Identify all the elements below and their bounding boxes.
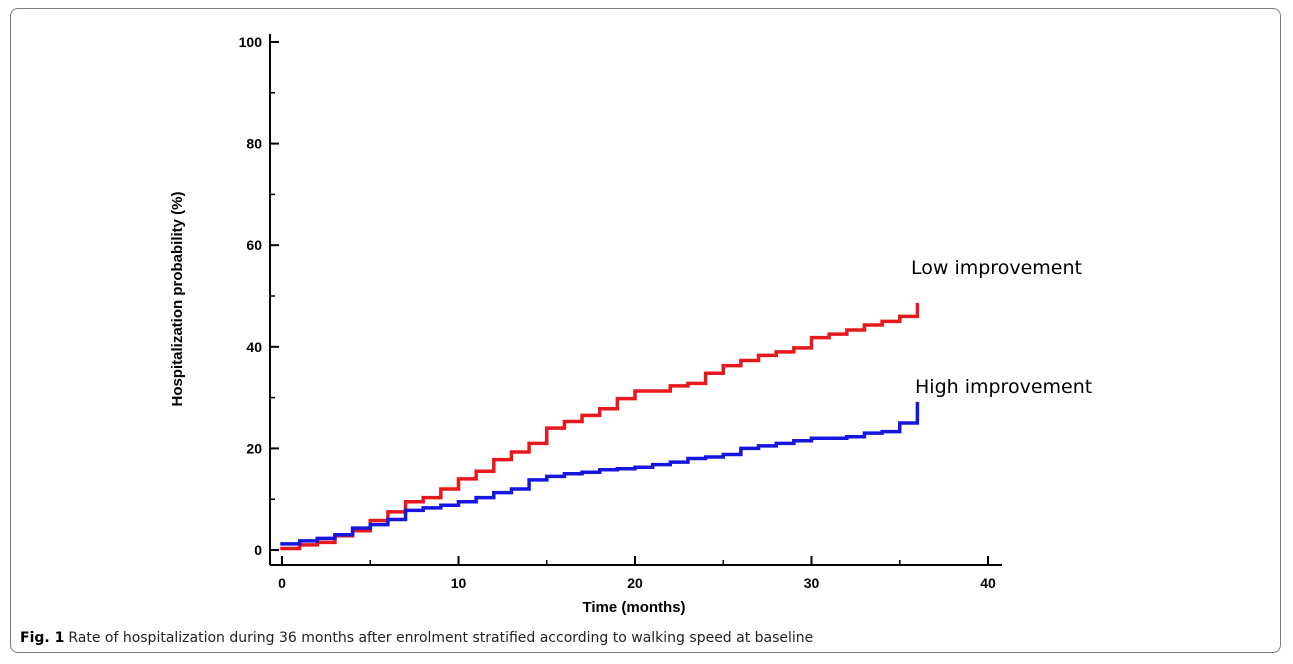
y-tick-label: 20	[246, 440, 262, 456]
x-axis-title: Time (months)	[582, 599, 685, 616]
y-tick-label: 0	[254, 542, 262, 558]
figure-caption: Fig. 1 Rate of hospitalization during 36 …	[20, 630, 1270, 646]
series-line-low-improvement	[280, 302, 920, 551]
y-tick-label: 40	[246, 339, 262, 355]
x-tick-label: 0	[278, 575, 286, 591]
y-tick-label: 100	[239, 34, 263, 50]
x-tick-label: 40	[980, 575, 996, 591]
y-axis-title: Hospitalization probability (%)	[169, 191, 186, 406]
series-label-low: Low improvement	[911, 257, 1082, 279]
y-tick-label: 60	[246, 237, 262, 253]
series-label-high: High improvement	[915, 376, 1092, 398]
series-line-high-improvement	[280, 401, 920, 546]
figure-frame	[10, 8, 1281, 653]
x-tick-label: 10	[451, 575, 467, 591]
series-layer	[280, 302, 920, 551]
x-tick-label: 20	[627, 575, 643, 591]
caption-label: Fig. 1	[20, 630, 65, 646]
axes: 0 20 40 60 80 100 0 10 20 30 40	[239, 34, 1002, 591]
y-tick-label: 80	[246, 136, 262, 152]
x-tick-label: 30	[804, 575, 820, 591]
caption-text: Rate of hospitalization during 36 months…	[68, 630, 814, 646]
